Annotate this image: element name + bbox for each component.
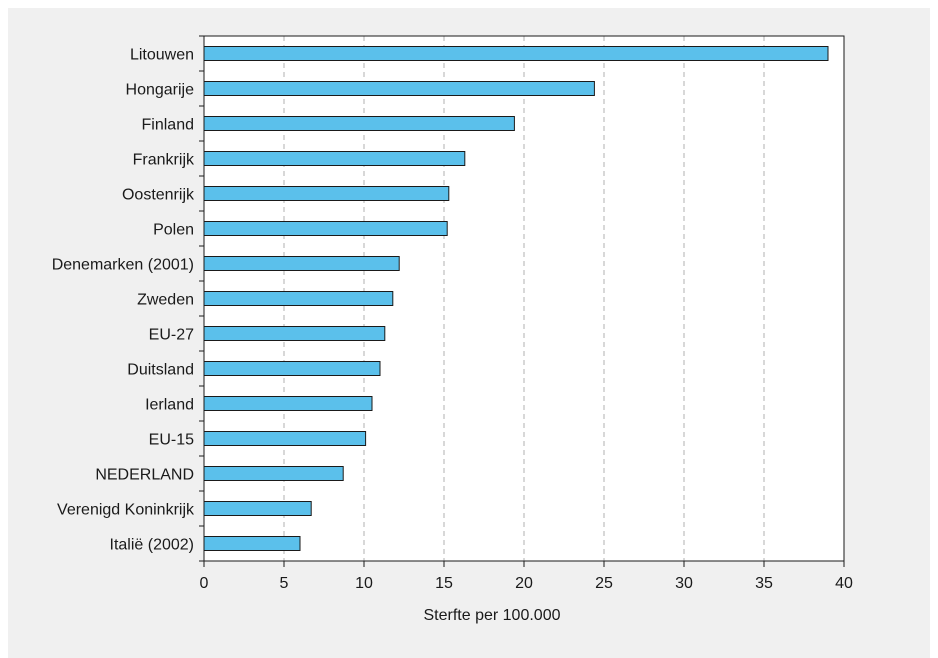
y-tick-label: Litouwen: [130, 47, 194, 64]
bar: [203, 116, 515, 131]
bar: [203, 431, 367, 446]
x-axis: 0 5 10 15 20 25 30 35 40: [200, 561, 853, 592]
x-tick-label: 5: [280, 575, 289, 592]
bars: [203, 46, 829, 551]
x-tick-label: 10: [355, 575, 373, 592]
y-tick-label: Duitsland: [127, 362, 194, 379]
y-tick-label: Denemarken (2001): [52, 257, 194, 274]
y-axis: Litouwen Hongarije Finland Frankrijk Oostenr…: [52, 35, 204, 562]
bar: [203, 536, 301, 551]
y-tick-label: Italië (2002): [110, 537, 195, 554]
y-tick-label: Ierland: [145, 397, 194, 414]
y-tick-label: Finland: [142, 117, 194, 134]
x-tick-label: 20: [515, 575, 533, 592]
bar: [203, 291, 394, 306]
x-tick-label: 0: [200, 575, 209, 592]
bar: [203, 81, 595, 96]
bar: [203, 151, 466, 166]
x-axis-title: Sterfte per 100.000: [424, 607, 561, 624]
chart-panel: Litouwen Hongarije Finland Frankrijk Oostenr…: [8, 8, 930, 658]
y-tick-label: Oostenrijk: [122, 187, 195, 204]
y-tick-label: Frankrijk: [133, 152, 195, 169]
y-tick-label: Hongarije: [126, 82, 195, 99]
bar-chart: Litouwen Hongarije Finland Frankrijk Oostenr…: [52, 35, 853, 624]
bar: [203, 396, 373, 411]
y-tick-label: NEDERLAND: [95, 467, 194, 484]
bar: [203, 221, 448, 236]
x-tick-label: 35: [755, 575, 773, 592]
x-tick-label: 25: [595, 575, 613, 592]
bar: [203, 326, 386, 341]
y-tick-label: Polen: [153, 222, 194, 239]
y-tick-label: Verenigd Koninkrijk: [57, 502, 195, 519]
y-tick-label: EU-27: [149, 327, 194, 344]
bar: [203, 46, 829, 61]
x-tick-label: 40: [835, 575, 853, 592]
bar: [203, 361, 381, 376]
bar: [203, 466, 344, 481]
bar: [203, 501, 312, 516]
y-tick-label: EU-15: [149, 432, 194, 449]
bar: [203, 256, 400, 271]
bar: [203, 186, 450, 201]
y-tick-label: Zweden: [137, 292, 194, 309]
x-tick-label: 15: [435, 575, 453, 592]
x-tick-label: 30: [675, 575, 693, 592]
